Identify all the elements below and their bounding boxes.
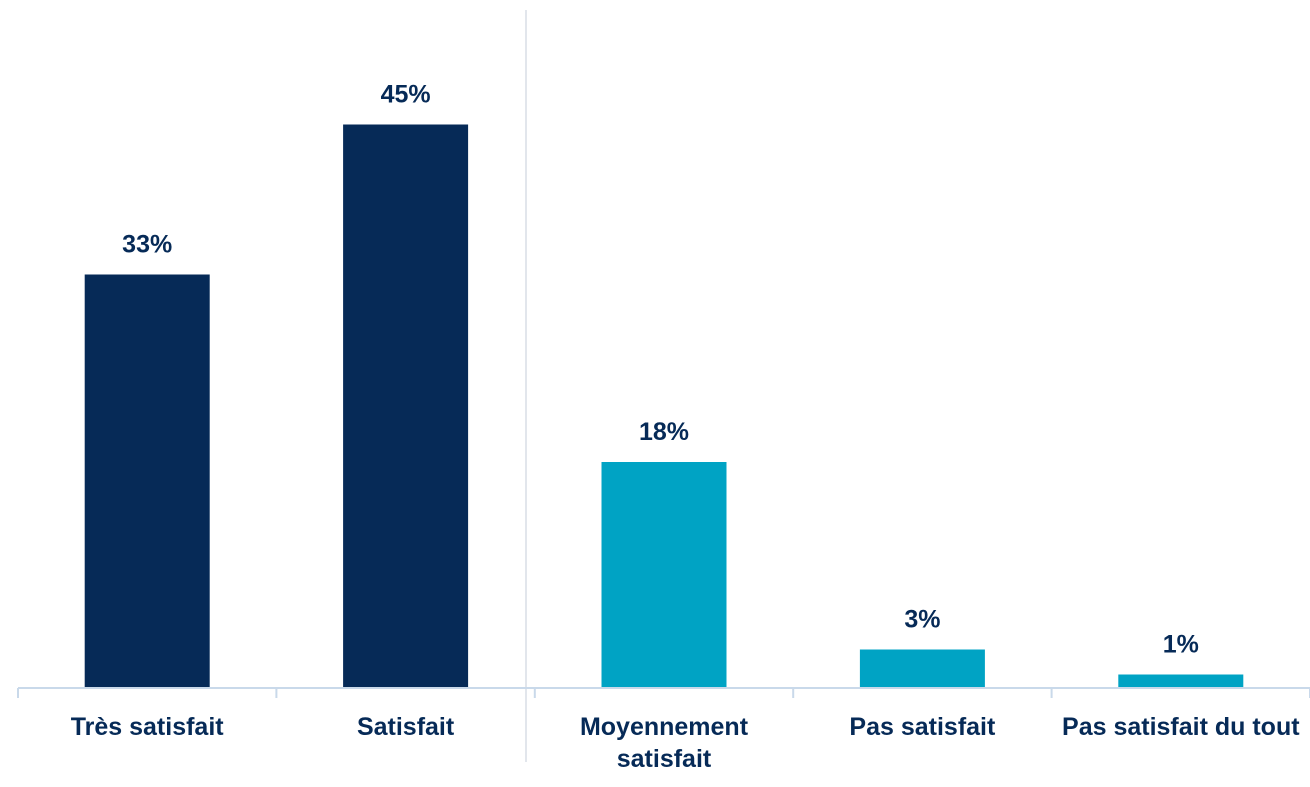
- x-tick-label: Moyennement satisfait: [579, 713, 749, 773]
- x-tick-label: Très satisfait: [70, 713, 224, 741]
- bar: [343, 124, 469, 687]
- x-tick-label: Satisfait: [356, 713, 455, 741]
- data-label: 18%: [639, 418, 689, 446]
- bar: [601, 462, 727, 687]
- bar: [859, 649, 985, 687]
- data-label: 1%: [1163, 631, 1199, 659]
- data-label: 45%: [381, 81, 431, 109]
- x-tick-label: Pas satisfait du tout: [1062, 713, 1300, 741]
- data-label: 3%: [904, 606, 940, 634]
- x-tick-label: Pas satisfait: [849, 713, 996, 741]
- bar: [1118, 674, 1244, 687]
- data-label: 33%: [122, 231, 172, 259]
- bar: [84, 274, 210, 687]
